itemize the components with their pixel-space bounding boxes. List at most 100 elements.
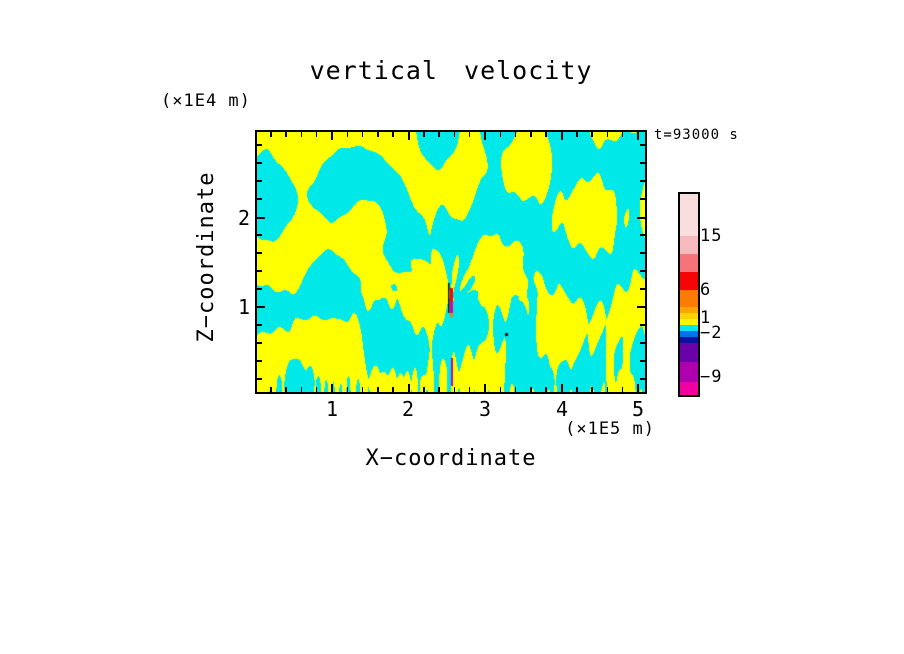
axis-tick	[257, 234, 262, 236]
x-axis-title: X−coordinate	[365, 446, 537, 471]
axis-tick	[257, 144, 262, 146]
plot-area	[255, 130, 647, 394]
axis-tick	[640, 324, 645, 326]
colorbar-segment	[680, 325, 698, 331]
axis-tick	[270, 387, 272, 392]
axis-tick	[377, 387, 379, 392]
axis-tick	[640, 180, 645, 182]
axis-tick	[606, 387, 609, 392]
axis-tick	[346, 132, 349, 137]
axis-tick	[257, 252, 262, 254]
axis-tick	[361, 387, 364, 392]
axis-tick	[606, 132, 609, 137]
axis-tick	[621, 132, 624, 137]
axis-tick	[453, 387, 456, 392]
chart-title: vertical velocity	[309, 56, 593, 85]
axis-tick	[257, 360, 262, 362]
x-tick-label: 5	[631, 397, 645, 421]
colorbar-segment	[680, 313, 698, 319]
colorbar-segment	[680, 343, 698, 362]
axis-tick	[407, 384, 410, 392]
axis-tick	[257, 306, 265, 308]
axis-tick	[484, 384, 486, 392]
colorbar	[678, 192, 700, 397]
y-tick-label: 2	[237, 206, 250, 230]
x-tick-label: 1	[325, 397, 339, 421]
axis-tick	[621, 387, 624, 392]
axis-tick	[331, 132, 333, 140]
axis-tick	[499, 132, 502, 137]
colorbar-tick-label: 15	[700, 226, 723, 246]
axis-tick	[285, 387, 287, 392]
colorbar-segment	[680, 331, 698, 337]
axis-tick	[270, 132, 272, 137]
time-annotation: t=93000 s	[654, 127, 739, 143]
axis-tick	[257, 288, 262, 290]
axis-tick	[640, 342, 645, 344]
axis-tick	[640, 360, 645, 362]
colorbar-tick-label: −9	[700, 367, 723, 387]
colorbar-segment	[680, 319, 698, 325]
axis-tick	[285, 132, 287, 137]
x-axis-unit-label: (×1E5 m)	[565, 419, 655, 439]
axis-tick	[468, 132, 471, 137]
axis-tick	[640, 162, 645, 164]
axis-tick	[453, 132, 456, 137]
axis-tick	[514, 132, 517, 137]
axis-tick	[640, 198, 645, 200]
contour-field-canvas	[257, 132, 645, 392]
axis-tick	[591, 132, 593, 137]
axis-tick	[499, 387, 502, 392]
y-axis-unit-label: (×1E4 m)	[161, 91, 251, 111]
colorbar-segment	[680, 307, 698, 313]
axis-tick	[392, 387, 394, 392]
colorbar-segment	[680, 382, 698, 395]
axis-tick	[257, 162, 262, 164]
axis-tick	[640, 270, 645, 272]
axis-tick	[300, 387, 303, 392]
axis-tick	[545, 132, 547, 137]
colorbar-segment	[680, 254, 698, 272]
axis-tick	[315, 132, 318, 137]
axis-tick	[423, 132, 425, 137]
axis-tick	[640, 378, 645, 380]
colorbar-tick-label: −2	[700, 323, 723, 343]
axis-tick	[530, 132, 532, 137]
axis-tick	[346, 387, 349, 392]
y-axis-title: Z−coordinate	[194, 171, 219, 343]
axis-tick	[392, 132, 394, 137]
axis-tick	[257, 217, 265, 219]
colorbar-segment	[680, 236, 698, 254]
axis-tick	[377, 132, 379, 137]
axis-tick	[300, 132, 303, 137]
axis-tick	[576, 132, 578, 137]
colorbar-segment	[680, 272, 698, 290]
colorbar-segment	[680, 290, 698, 307]
axis-tick	[640, 288, 645, 290]
axis-tick	[576, 387, 578, 392]
axis-tick	[468, 387, 471, 392]
axis-tick	[545, 387, 547, 392]
axis-tick	[514, 387, 517, 392]
axis-tick	[257, 180, 262, 182]
axis-tick	[484, 132, 486, 140]
axis-tick	[407, 132, 410, 140]
axis-tick	[257, 198, 262, 200]
axis-tick	[637, 217, 645, 219]
axis-tick	[257, 378, 262, 380]
axis-tick	[637, 132, 639, 140]
x-tick-label: 4	[555, 397, 569, 421]
axis-tick	[560, 132, 563, 140]
axis-tick	[560, 384, 563, 392]
colorbar-segment	[680, 362, 698, 382]
y-tick-label: 1	[237, 295, 250, 319]
axis-tick	[591, 387, 593, 392]
axis-tick	[640, 252, 645, 254]
x-tick-label: 2	[401, 397, 415, 421]
axis-tick	[530, 387, 532, 392]
colorbar-tick-label: 1	[700, 308, 712, 328]
axis-tick	[637, 306, 645, 308]
colorbar-tick-label: 6	[700, 280, 712, 300]
axis-tick	[257, 270, 262, 272]
